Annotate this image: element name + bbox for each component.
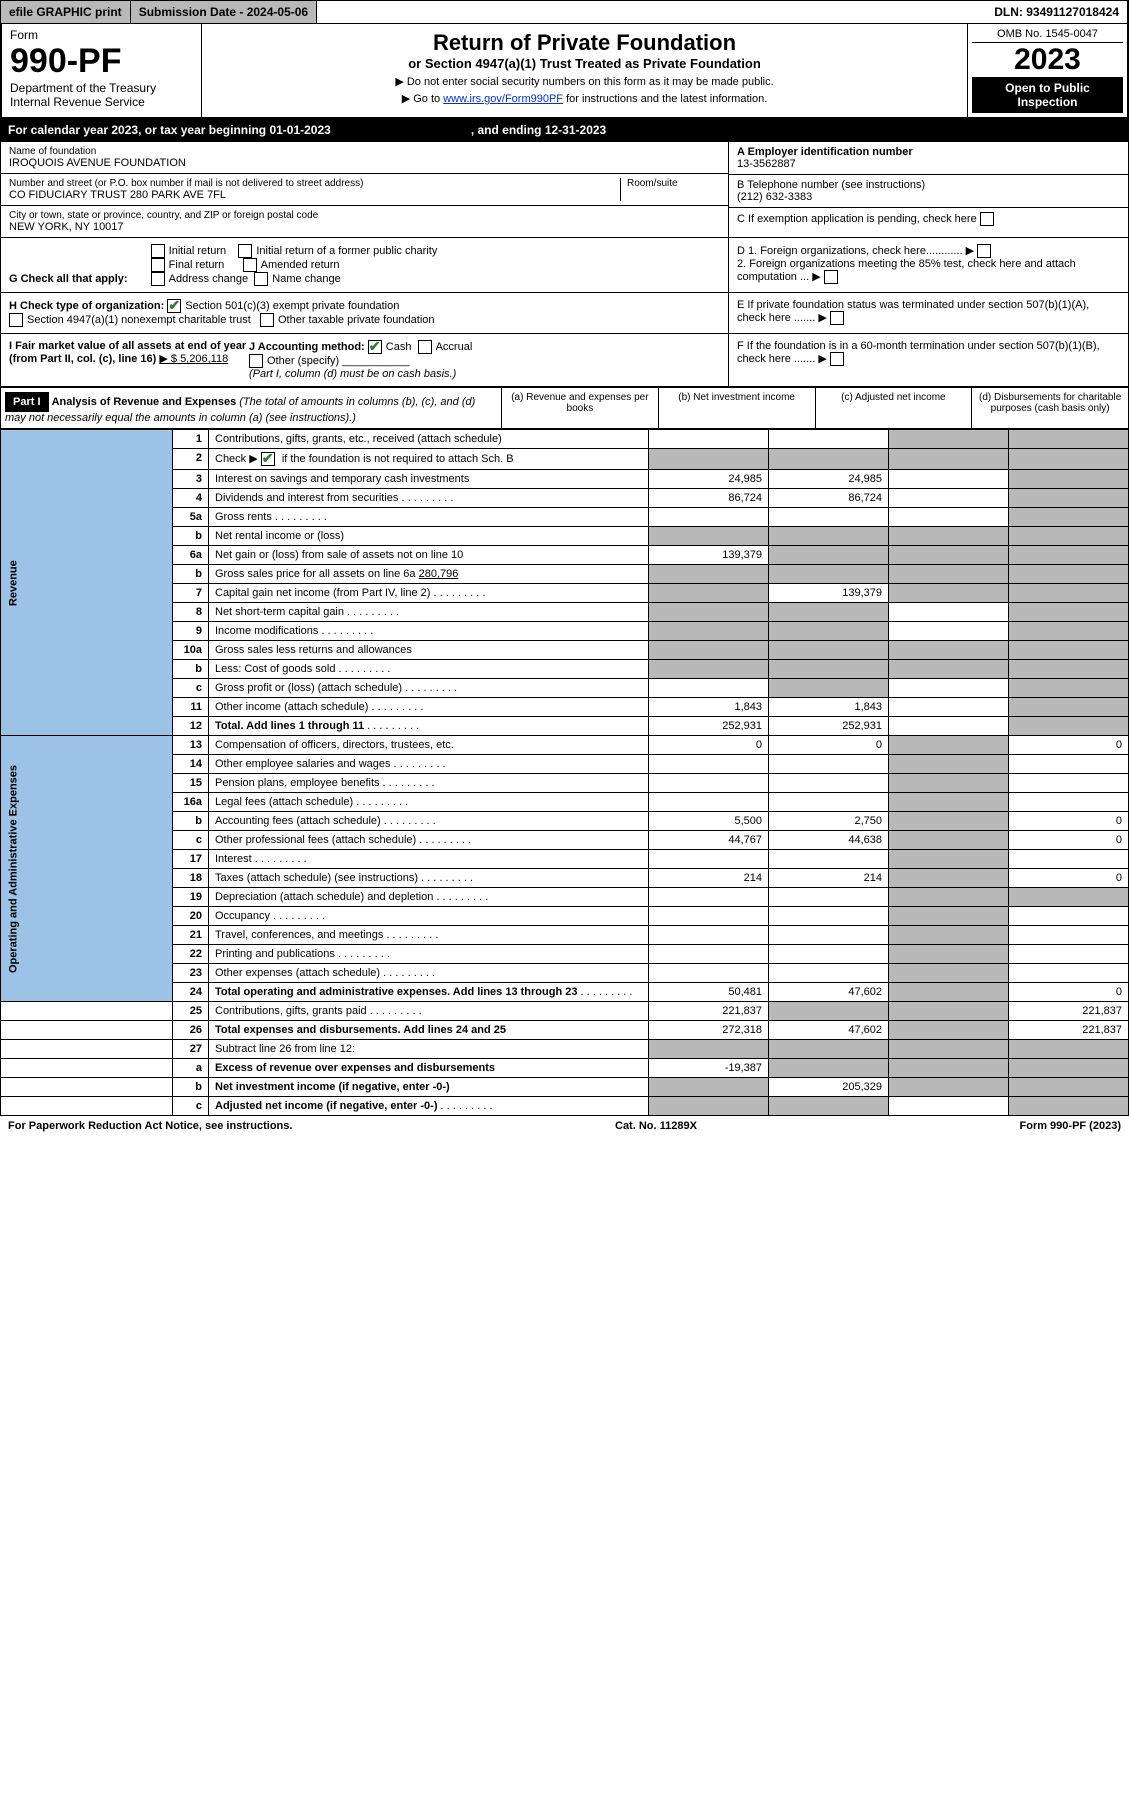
g-label: G Check all that apply:: [9, 273, 128, 285]
city-label: City or town, state or province, country…: [9, 210, 720, 221]
ein-value: 13-3562887: [737, 158, 1120, 170]
street-address: CO FIDUCIARY TRUST 280 PARK AVE 7FL: [9, 189, 620, 201]
final-return-checkbox[interactable]: [151, 258, 165, 272]
j-label: J Accounting method:: [249, 341, 365, 353]
foundation-name: IROQUOIS AVENUE FOUNDATION: [9, 157, 720, 169]
ein-label: A Employer identification number: [737, 146, 1120, 158]
phone-label: B Telephone number (see instructions): [737, 179, 1120, 191]
irs-link[interactable]: www.irs.gov/Form990PF: [443, 93, 563, 105]
exemption-pending-label: C If exemption application is pending, c…: [737, 213, 977, 225]
dln-label: DLN: 93491127018424: [986, 1, 1128, 23]
tax-year: 2023: [972, 43, 1123, 77]
submission-date-button[interactable]: Submission Date - 2024-05-06: [131, 1, 317, 23]
addr-label: Number and street (or P.O. box number if…: [9, 178, 620, 189]
topbar: efile GRAPHIC print Submission Date - 20…: [0, 0, 1129, 24]
e-label: E If private foundation status was termi…: [737, 299, 1089, 324]
phone-value: (212) 632-3383: [737, 191, 1120, 203]
accrual-checkbox[interactable]: [418, 340, 432, 354]
address-change-checkbox[interactable]: [151, 272, 165, 286]
revenue-vert-label: Revenue: [1, 430, 173, 736]
form-subtitle: or Section 4947(a)(1) Trust Treated as P…: [208, 56, 961, 71]
part1-header: Part I Analysis of Revenue and Expenses …: [0, 387, 1129, 429]
col-c-header: (c) Adjusted net income: [815, 388, 972, 428]
fmv-value: ▶ $ 5,206,118: [159, 353, 228, 365]
calendar-year-row: For calendar year 2023, or tax year begi…: [0, 119, 1129, 141]
other-taxable-checkbox[interactable]: [260, 313, 274, 327]
form-note2: ▶ Go to www.irs.gov/Form990PF for instru…: [208, 92, 961, 105]
d1-checkbox[interactable]: [977, 244, 991, 258]
irs-label: Internal Revenue Service: [10, 95, 193, 109]
h-label: H Check type of organization:: [9, 300, 164, 312]
amended-return-checkbox[interactable]: [243, 258, 257, 272]
other-method-checkbox[interactable]: [249, 354, 263, 368]
form-word: Form: [10, 28, 193, 42]
cat-number: Cat. No. 11289X: [615, 1120, 697, 1132]
name-change-checkbox[interactable]: [254, 272, 268, 286]
d2-label: 2. Foreign organizations meeting the 85%…: [737, 258, 1076, 283]
exemption-checkbox[interactable]: [980, 212, 994, 226]
paperwork-notice: For Paperwork Reduction Act Notice, see …: [8, 1120, 292, 1132]
d2-checkbox[interactable]: [824, 270, 838, 284]
room-label: Room/suite: [627, 178, 720, 189]
open-to-public: Open to Public Inspection: [972, 77, 1123, 113]
expenses-vert-label: Operating and Administrative Expenses: [1, 736, 173, 1002]
name-label: Name of foundation: [9, 146, 720, 157]
f-checkbox[interactable]: [830, 352, 844, 366]
part1-label: Part I: [5, 392, 49, 412]
dept-label: Department of the Treasury: [10, 81, 193, 95]
city-state-zip: NEW YORK, NY 10017: [9, 221, 720, 233]
form-title: Return of Private Foundation: [208, 30, 961, 56]
form-version: Form 990-PF (2023): [1020, 1120, 1121, 1132]
col-b-header: (b) Net investment income: [658, 388, 815, 428]
omb-number: OMB No. 1545-0047: [972, 28, 1123, 43]
col-a-header: (a) Revenue and expenses per books: [501, 388, 658, 428]
501c3-checkbox[interactable]: [167, 299, 181, 313]
form-note1: ▶ Do not enter social security numbers o…: [208, 75, 961, 88]
j-note: (Part I, column (d) must be on cash basi…: [249, 368, 456, 380]
sch-b-checkbox[interactable]: [261, 452, 275, 466]
col-d-header: (d) Disbursements for charitable purpose…: [971, 388, 1128, 428]
initial-return-checkbox[interactable]: [151, 244, 165, 258]
analysis-table: Revenue 1Contributions, gifts, grants, e…: [0, 429, 1129, 1116]
f-label: F If the foundation is in a 60-month ter…: [737, 340, 1100, 365]
efile-print-button[interactable]: efile GRAPHIC print: [1, 1, 131, 23]
form-header: Form 990-PF Department of the Treasury I…: [0, 24, 1129, 119]
page-footer: For Paperwork Reduction Act Notice, see …: [0, 1116, 1129, 1136]
info-grid: Name of foundation IROQUOIS AVENUE FOUND…: [0, 141, 1129, 238]
initial-former-checkbox[interactable]: [238, 244, 252, 258]
e-checkbox[interactable]: [830, 311, 844, 325]
d1-label: D 1. Foreign organizations, check here..…: [737, 245, 963, 257]
form-number: 990-PF: [10, 42, 193, 81]
cash-checkbox[interactable]: [368, 340, 382, 354]
4947-checkbox[interactable]: [9, 313, 23, 327]
